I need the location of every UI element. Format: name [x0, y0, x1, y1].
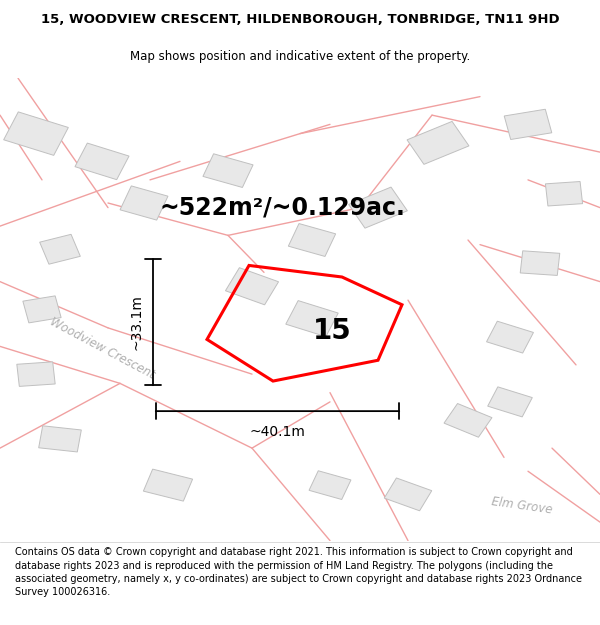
Polygon shape [143, 469, 193, 501]
Polygon shape [226, 268, 278, 305]
Polygon shape [384, 478, 432, 511]
Polygon shape [17, 362, 55, 386]
Text: 15: 15 [313, 317, 352, 344]
Polygon shape [487, 321, 533, 353]
Text: 15, WOODVIEW CRESCENT, HILDENBOROUGH, TONBRIDGE, TN11 9HD: 15, WOODVIEW CRESCENT, HILDENBOROUGH, TO… [41, 13, 559, 26]
Polygon shape [203, 154, 253, 188]
Polygon shape [23, 296, 61, 323]
Polygon shape [4, 112, 68, 156]
Polygon shape [309, 471, 351, 499]
Polygon shape [286, 301, 338, 337]
Text: Elm Grove: Elm Grove [491, 495, 553, 517]
Text: ~33.1m: ~33.1m [129, 294, 143, 350]
Text: Woodview Crescent: Woodview Crescent [47, 316, 157, 382]
Text: Map shows position and indicative extent of the property.: Map shows position and indicative extent… [130, 50, 470, 62]
Text: ~40.1m: ~40.1m [250, 425, 305, 439]
Polygon shape [444, 404, 492, 437]
Polygon shape [38, 426, 82, 452]
Polygon shape [349, 187, 407, 228]
Polygon shape [407, 121, 469, 164]
Text: ~522m²/~0.129ac.: ~522m²/~0.129ac. [159, 196, 405, 219]
Polygon shape [488, 387, 532, 417]
Text: Contains OS data © Crown copyright and database right 2021. This information is : Contains OS data © Crown copyright and d… [15, 548, 582, 597]
Polygon shape [40, 234, 80, 264]
Polygon shape [520, 251, 560, 276]
Polygon shape [504, 109, 552, 139]
Polygon shape [289, 224, 335, 256]
Polygon shape [545, 181, 583, 206]
Polygon shape [120, 186, 168, 220]
Polygon shape [75, 143, 129, 179]
